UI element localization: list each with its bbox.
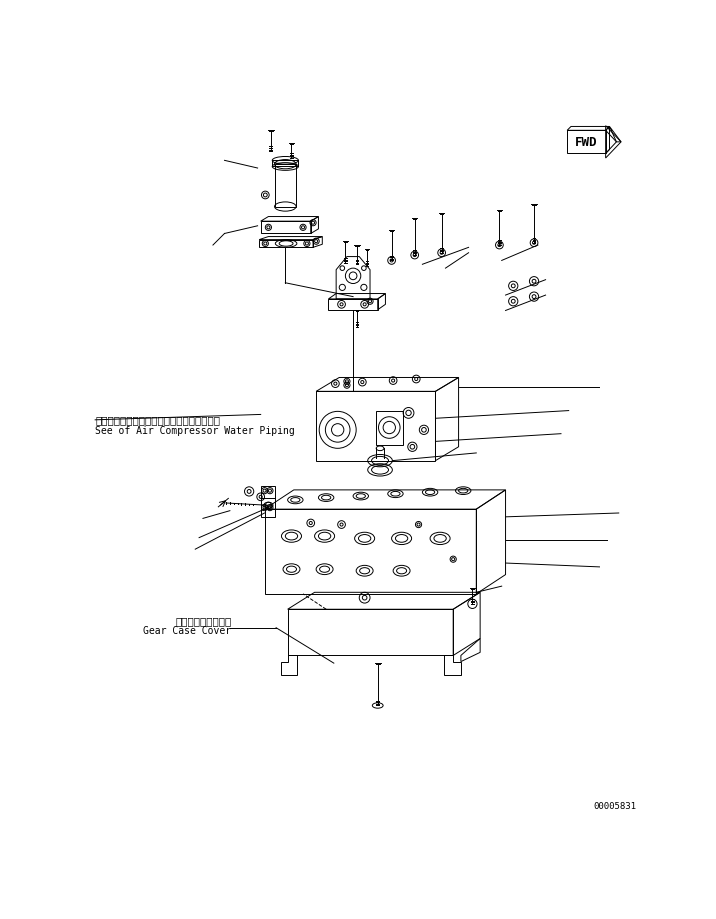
Text: FWD: FWD bbox=[575, 136, 598, 149]
Bar bbox=[272, 160, 299, 166]
Text: エアーコンプレッサウォータパイピング参照: エアーコンプレッサウォータパイピング参照 bbox=[95, 414, 220, 425]
Bar bbox=[261, 486, 274, 516]
Text: See of Air Compressor Water Piping: See of Air Compressor Water Piping bbox=[95, 425, 295, 436]
Text: 00005831: 00005831 bbox=[594, 802, 637, 811]
Text: Gear Case Cover: Gear Case Cover bbox=[143, 626, 231, 636]
Bar bbox=[274, 165, 296, 207]
Text: ギヤーケースカバー: ギヤーケースカバー bbox=[175, 616, 231, 626]
Bar bbox=[376, 411, 403, 445]
